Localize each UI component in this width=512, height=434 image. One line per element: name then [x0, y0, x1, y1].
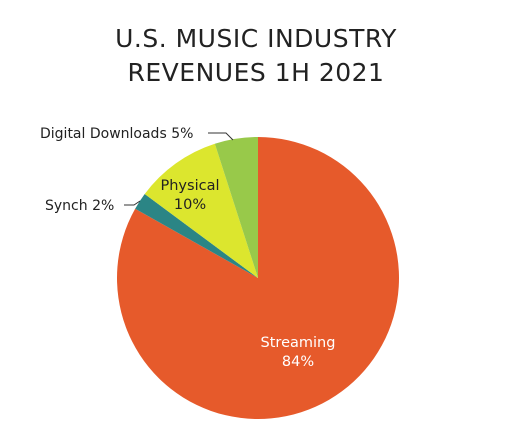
digital-downloads-label: Digital Downloads 5%	[40, 126, 193, 142]
physical-value-label: 10%	[174, 197, 206, 213]
synch-label-value: 2%	[92, 198, 114, 214]
chart-title-line-2: REVENUES 1H 2021	[127, 58, 385, 87]
digital-downloads-label-name: Digital Downloads	[40, 126, 167, 142]
chart-title-line-1: U.S. MUSIC INDUSTRY	[115, 24, 397, 53]
digital-downloads-slice	[214, 137, 258, 278]
synch-leader-line	[124, 200, 141, 206]
synch-label-name: Synch	[45, 198, 88, 214]
synch-slice	[135, 194, 258, 278]
synch-label: Synch 2%	[45, 198, 114, 214]
chart-title: U.S. MUSIC INDUSTRY REVENUES 1H 2021	[0, 22, 512, 90]
digital-downloads-leader-line	[208, 132, 234, 141]
physical-slice	[144, 143, 258, 278]
streaming-slice	[117, 136, 400, 419]
streaming-value-label: 84%	[282, 354, 314, 370]
streaming-label: Streaming	[261, 335, 336, 351]
digital-downloads-label-value: 5%	[171, 126, 193, 142]
physical-label: Physical	[161, 178, 220, 194]
